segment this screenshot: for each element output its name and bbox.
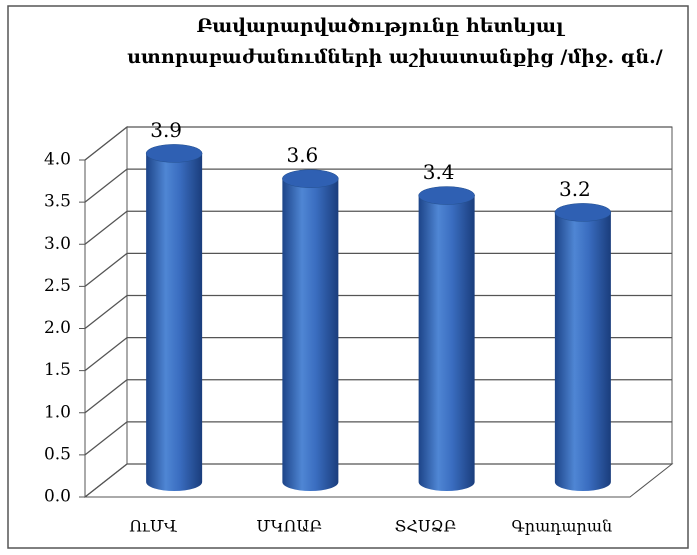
value-label: 3.4 — [423, 160, 455, 184]
grid-line — [84, 463, 672, 498]
y-tick-label: 2.5 — [44, 276, 71, 296]
y-tick-label: 1.5 — [44, 360, 71, 380]
bar — [146, 144, 203, 492]
bar-top — [145, 144, 203, 163]
grid-line — [84, 252, 672, 287]
x-tick-label: Գրադարան — [512, 517, 613, 536]
bar — [418, 186, 475, 492]
bar-top — [282, 169, 339, 188]
y-tick-label: 0.0 — [44, 487, 71, 507]
y-tick-label: 1.0 — [44, 402, 71, 422]
bar-top — [418, 186, 475, 205]
x-tick-label: ՈւՄՎ — [129, 517, 177, 536]
y-tick-label: 2.0 — [44, 318, 71, 338]
value-label: 3.9 — [150, 118, 182, 142]
value-label: 3.2 — [559, 177, 591, 201]
grid-line — [84, 126, 672, 161]
value-label: 3.6 — [286, 143, 318, 167]
grid-line — [84, 294, 672, 330]
chart-title: ստորաբաժանումների աշխատանքից /միջ. գն./ — [127, 46, 662, 68]
y-tick-label: 3.0 — [44, 234, 71, 254]
y-tick-label: 3.5 — [44, 192, 71, 212]
x-tick-label: ՄԿՈԱԲ — [256, 517, 322, 536]
grid-line — [84, 210, 672, 245]
grid-line — [84, 379, 672, 414]
bar — [554, 203, 611, 491]
x-tick-label: ՏՀՍՁԲ — [395, 517, 457, 536]
y-tick-label: 0.5 — [44, 444, 71, 464]
bar — [282, 169, 339, 491]
bar-top — [554, 203, 612, 222]
y-tick-label: 4.0 — [44, 150, 71, 170]
chart-title: Բավարարվածությունը հետևյալ — [196, 15, 566, 37]
grid-line — [84, 421, 672, 456]
grid-line — [84, 336, 672, 372]
grid-line — [84, 168, 672, 203]
